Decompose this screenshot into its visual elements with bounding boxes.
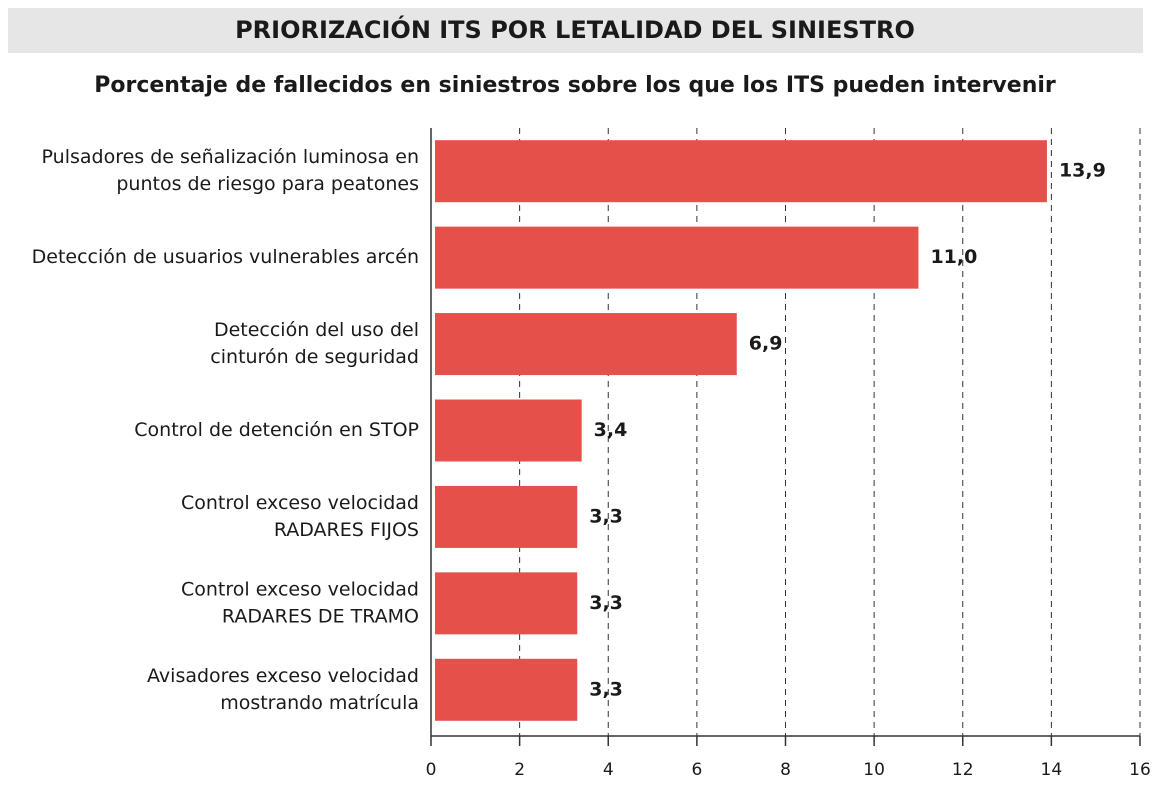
value-label: 3,3	[589, 505, 623, 527]
y-tick-label: puntos de riesgo para peatones	[116, 173, 419, 195]
value-label: 6,9	[749, 333, 783, 355]
y-tick-label: Control exceso velocidad	[181, 578, 419, 600]
x-tick-label: 2	[514, 760, 525, 780]
y-tick-label: RADARES DE TRAMO	[222, 605, 419, 627]
value-label: 3,3	[589, 678, 623, 700]
y-tick-label: Avisadores exceso velocidad	[147, 665, 419, 687]
value-label: 11,0	[930, 246, 977, 268]
x-tick-label: 10	[863, 760, 885, 780]
bar	[435, 313, 737, 376]
x-tick-label: 0	[426, 760, 437, 780]
x-tick-label: 14	[1041, 760, 1063, 780]
bar	[435, 572, 578, 635]
x-tick-label: 8	[780, 760, 791, 780]
value-label: 3,3	[589, 592, 623, 614]
y-tick-label: Detección del uso del	[214, 319, 419, 341]
y-tick-label: mostrando matrícula	[220, 692, 419, 714]
chart-title: PRIORIZACIÓN ITS POR LETALIDAD DEL SINIE…	[235, 14, 915, 44]
x-tick-label: 16	[1129, 760, 1151, 780]
bar	[435, 485, 578, 548]
bar	[435, 226, 919, 289]
x-tick-label: 12	[952, 760, 974, 780]
value-label: 13,9	[1059, 160, 1106, 182]
x-tick-label: 6	[691, 760, 702, 780]
y-tick-label: Control de detención en STOP	[134, 419, 419, 441]
x-tick-label: 4	[603, 760, 614, 780]
y-tick-label: Pulsadores de señalización luminosa en	[42, 146, 419, 168]
bar	[435, 658, 578, 721]
bar	[435, 399, 582, 462]
y-tick-label: cinturón de seguridad	[210, 346, 419, 368]
y-tick-label: RADARES FIJOS	[274, 519, 419, 541]
bar	[435, 140, 1047, 203]
title-band	[8, 8, 1143, 53]
value-label: 3,4	[594, 419, 628, 441]
y-tick-label: Control exceso velocidad	[181, 492, 419, 514]
chart-subtitle: Porcentaje de fallecidos en siniestros s…	[94, 73, 1056, 98]
y-tick-label: Detección de usuarios vulnerables arcén	[32, 246, 419, 268]
